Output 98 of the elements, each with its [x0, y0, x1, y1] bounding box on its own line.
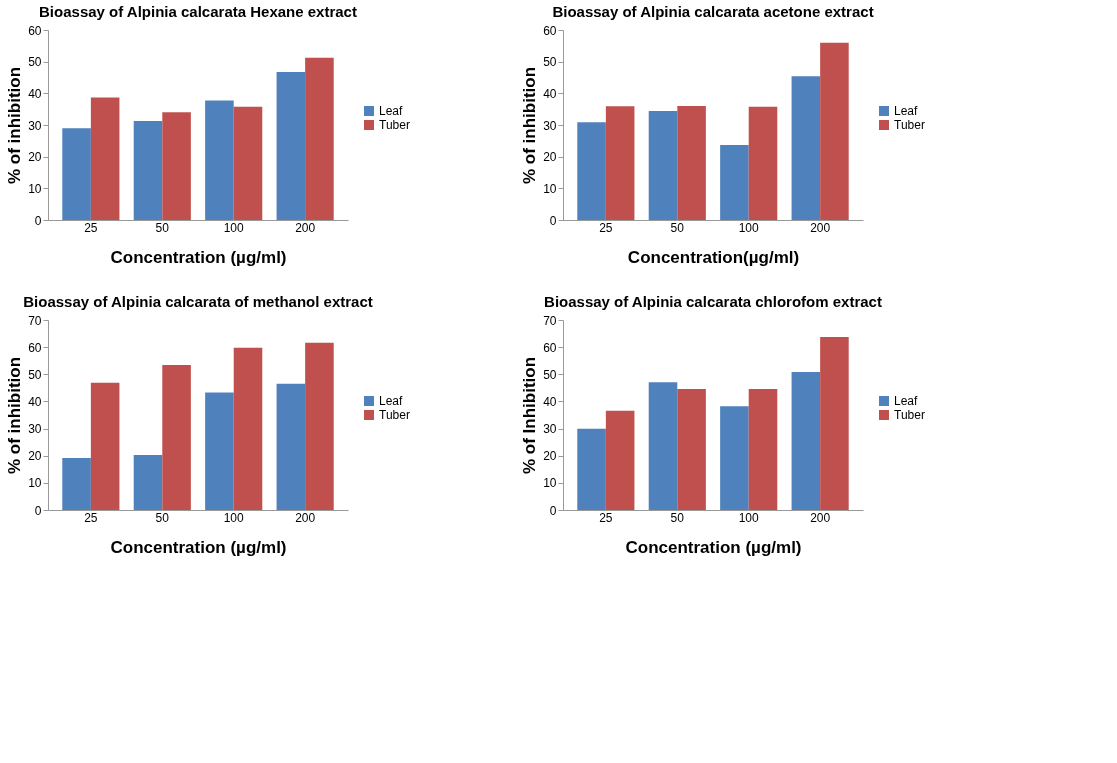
- bar: [605, 410, 635, 510]
- bar: [648, 111, 678, 220]
- legend-label: Leaf: [379, 394, 404, 408]
- chart-title: Bioassay of Alpinia calcarata Hexane extract: [39, 3, 357, 20]
- bar: [791, 76, 821, 220]
- x-axis-title: Concentration (µg/ml): [110, 537, 287, 557]
- y-tick-label: 10: [28, 181, 42, 196]
- y-tick-label: 20: [28, 449, 42, 464]
- bar: [90, 97, 120, 220]
- bar: [233, 106, 263, 220]
- bar: [90, 382, 120, 510]
- bar: [133, 120, 163, 220]
- y-tick-label: 60: [28, 23, 42, 38]
- x-axis-title: Concentration (µg/ml): [625, 537, 802, 557]
- y-tick-label: 30: [28, 422, 42, 437]
- x-tick-label: 25: [84, 510, 98, 525]
- x-tick-label: 50: [155, 510, 170, 525]
- y-tick-label: 0: [34, 503, 42, 518]
- x-tick-label: 200: [295, 220, 316, 235]
- legend-label: Tuber: [894, 408, 925, 422]
- bar: [276, 72, 306, 220]
- y-tick-label: 50: [543, 367, 557, 382]
- x-axis-title: Concentration(µg/ml): [627, 247, 800, 267]
- x-tick-label: 25: [599, 220, 613, 235]
- y-tick-label: 50: [28, 367, 42, 382]
- y-tick-label: 0: [34, 213, 42, 228]
- x-tick-label: 50: [670, 220, 685, 235]
- y-tick-label: 40: [28, 86, 42, 101]
- y-axis-title: % of inhibition: [520, 66, 540, 185]
- y-tick-label: 40: [543, 86, 557, 101]
- y-axis-title: % of inhibition: [5, 66, 25, 185]
- x-tick-label: 25: [599, 510, 613, 525]
- y-tick-label: 20: [543, 150, 557, 165]
- bar: [791, 372, 821, 510]
- bar: [276, 383, 306, 510]
- legend-label: Leaf: [379, 104, 404, 118]
- y-tick-label: 30: [28, 118, 42, 133]
- bar: [677, 388, 706, 510]
- bar: [133, 454, 163, 510]
- y-tick-label: 10: [543, 181, 557, 196]
- bar: [820, 42, 849, 220]
- legend-label: Leaf: [894, 104, 919, 118]
- bar: [162, 365, 191, 510]
- y-tick-label: 30: [543, 422, 557, 437]
- bar: [62, 128, 91, 220]
- bar: [162, 112, 191, 220]
- bar: [677, 106, 706, 220]
- y-tick-label: 60: [543, 23, 557, 38]
- legend-label: Tuber: [894, 118, 925, 132]
- chart-title: Bioassay of Alpinia calcarata of methanol extract: [23, 293, 373, 310]
- bar: [820, 337, 849, 510]
- y-axis-title: % of inhibition: [5, 356, 25, 475]
- y-tick-label: 50: [543, 55, 557, 70]
- chart-title: Bioassay of Alpinia calcarata acetone extract: [552, 3, 874, 20]
- y-tick-label: 50: [28, 55, 42, 70]
- x-tick-label: 50: [670, 510, 685, 525]
- y-tick-label: 30: [543, 118, 557, 133]
- bar: [748, 388, 778, 510]
- y-tick-label: 40: [543, 394, 557, 409]
- y-tick-label: 0: [549, 213, 557, 228]
- y-tick-label: 20: [543, 449, 557, 464]
- bar: [305, 342, 334, 510]
- x-tick-label: 100: [223, 220, 245, 235]
- bar: [62, 457, 91, 510]
- y-tick-label: 70: [543, 313, 557, 328]
- legend-label: Tuber: [379, 408, 410, 422]
- x-tick-label: 100: [223, 510, 245, 525]
- x-tick-label: 200: [810, 510, 831, 525]
- legend-label: Tuber: [379, 118, 410, 132]
- x-tick-label: 25: [84, 220, 98, 235]
- bar: [305, 57, 334, 220]
- y-tick-label: 10: [28, 476, 42, 491]
- y-tick-label: 0: [549, 503, 557, 518]
- x-tick-label: 50: [155, 220, 170, 235]
- chart-title: Bioassay of Alpinia calcarata chlorofom extract: [544, 293, 882, 310]
- bar: [233, 347, 263, 510]
- x-tick-label: 200: [295, 510, 316, 525]
- bar: [605, 106, 635, 220]
- legend-label: Leaf: [894, 394, 919, 408]
- bar: [720, 144, 749, 220]
- y-tick-label: 10: [543, 476, 557, 491]
- bar: [577, 428, 606, 510]
- bar: [648, 382, 678, 510]
- bar: [205, 392, 234, 510]
- y-tick-label: 40: [28, 394, 42, 409]
- x-tick-label: 200: [810, 220, 831, 235]
- x-tick-label: 100: [738, 510, 760, 525]
- x-axis-title: Concentration (µg/ml): [110, 247, 287, 267]
- y-tick-label: 70: [28, 313, 42, 328]
- y-tick-label: 60: [543, 340, 557, 355]
- y-axis-title: % of Inhibition: [520, 356, 540, 475]
- bar: [720, 406, 749, 510]
- x-tick-label: 100: [738, 220, 760, 235]
- bar: [748, 106, 778, 220]
- y-tick-label: 20: [28, 150, 42, 165]
- bar: [577, 122, 606, 220]
- y-tick-label: 60: [28, 340, 42, 355]
- bar: [205, 100, 234, 220]
